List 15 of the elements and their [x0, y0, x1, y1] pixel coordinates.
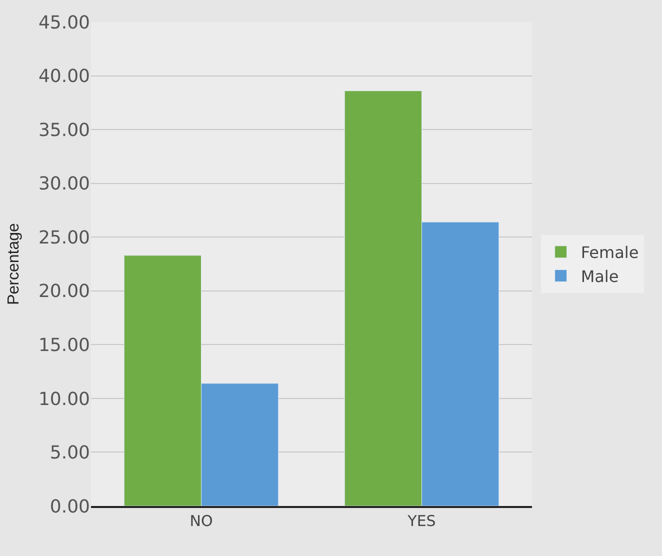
y-tick-label: 45.00 — [38, 12, 90, 34]
y-tick-label: 40.00 — [38, 66, 90, 88]
y-tick-label: 5.00 — [50, 442, 90, 464]
y-tick-label: 25.00 — [38, 227, 90, 248]
y-axis-title: Percentage — [5, 222, 22, 305]
y-tick-label: 10.00 — [38, 388, 90, 410]
y-tick-label: 20.00 — [38, 281, 90, 302]
y-tick-label: 35.00 — [38, 120, 90, 141]
x-tick-label: YES — [406, 512, 436, 530]
x-tick-label: NO — [190, 512, 213, 530]
legend-label: Female — [580, 243, 639, 262]
legend-label: Male — [580, 266, 619, 286]
y-tick-label: 0.00 — [50, 496, 90, 518]
y-tick-label: 15.00 — [38, 334, 90, 356]
y-tick-label: 30.00 — [38, 174, 90, 195]
